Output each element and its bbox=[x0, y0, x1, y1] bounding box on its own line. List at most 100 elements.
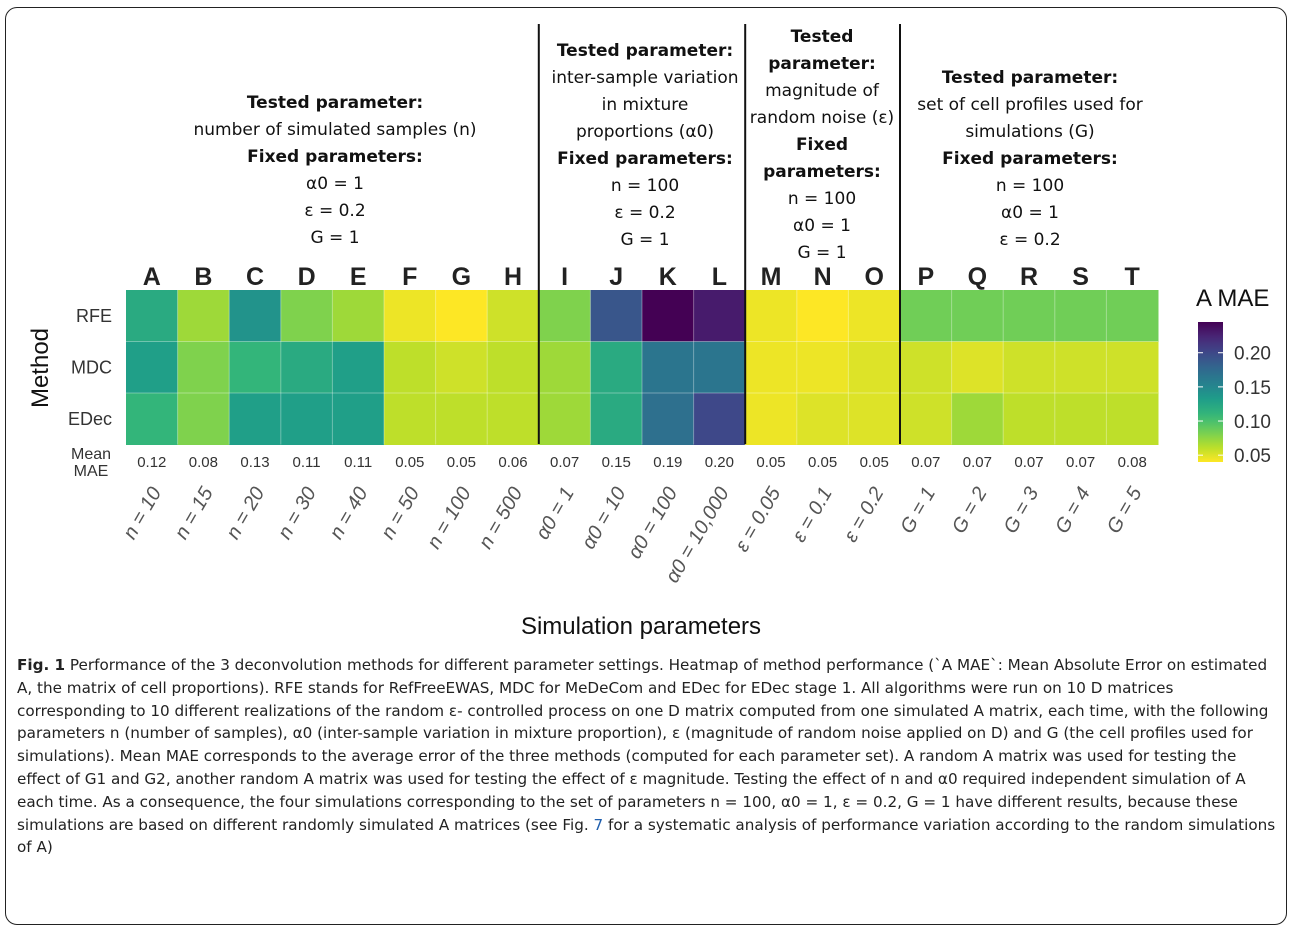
mean-mae-value: 0.15 bbox=[602, 454, 631, 471]
header-line: magnitude of bbox=[765, 81, 879, 101]
mean-mae-value: 0.12 bbox=[137, 454, 166, 471]
group-header-epsilon: Tested parameter: magnitude of random noise… bbox=[742, 24, 902, 267]
heatmap-cell bbox=[538, 393, 591, 445]
heatmap-cell bbox=[229, 290, 282, 342]
heatmap-cell bbox=[848, 341, 901, 394]
column-label: C bbox=[246, 263, 264, 291]
column-label: A bbox=[143, 263, 161, 291]
heatmap-cell bbox=[1054, 393, 1107, 445]
header-line: set of cell profiles used for bbox=[917, 95, 1143, 115]
column-label: D bbox=[298, 263, 316, 291]
header-line: in mixture bbox=[601, 95, 689, 115]
caption-text-part1: Performance of the 3 deconvolution metho… bbox=[17, 656, 1269, 834]
heatmap-cell bbox=[590, 341, 643, 394]
header-line: Fixed parameters: bbox=[942, 149, 1118, 169]
legend-tick-label: 0.05 bbox=[1234, 446, 1271, 467]
column-label: E bbox=[350, 263, 367, 291]
heatmap-cell bbox=[951, 341, 1004, 394]
mean-mae-values: 0.12 0.08 0.13 0.11 0.11 0.05 0.05 0.06 0.07 0.15… bbox=[137, 454, 1147, 471]
figure-caption: Fig. 1 Performance of the 3 deconvolutio… bbox=[17, 654, 1279, 859]
heatmap-cell bbox=[1003, 290, 1056, 342]
column-label: H bbox=[504, 263, 522, 291]
column-label: B bbox=[194, 263, 212, 291]
caption-figure-link[interactable]: 7 bbox=[593, 815, 604, 834]
mean-mae-value: 0.11 bbox=[344, 454, 372, 471]
header-line: parameter: bbox=[768, 54, 876, 74]
heatmap-cell bbox=[1003, 393, 1056, 445]
column-label: I bbox=[561, 263, 568, 291]
heatmap-cell bbox=[796, 341, 849, 394]
heatmap-cell bbox=[177, 290, 230, 342]
heatmap-cell bbox=[435, 393, 488, 445]
row-label: EDec bbox=[68, 409, 112, 429]
heatmap-cell bbox=[538, 290, 591, 342]
parameter-label: G = 2 bbox=[948, 484, 992, 538]
heatmap-cell bbox=[1054, 341, 1107, 394]
heatmap-cell bbox=[332, 341, 385, 394]
heatmap-cell bbox=[951, 290, 1004, 342]
heatmap-cell bbox=[177, 341, 230, 394]
heatmap-cell bbox=[435, 290, 488, 342]
heatmap-cell bbox=[590, 290, 643, 342]
heatmap-cell bbox=[1106, 393, 1159, 445]
parameter-label: n = 50 bbox=[377, 484, 424, 544]
column-label: G bbox=[452, 263, 471, 291]
group-header-n: Tested parameter: number of simulated sam… bbox=[155, 90, 515, 252]
heatmap-cell bbox=[796, 290, 849, 342]
figure-frame bbox=[5, 7, 1287, 925]
header-line: n = 100 bbox=[610, 176, 680, 196]
row-label: RFE bbox=[76, 306, 112, 326]
header-line: Tested parameter: bbox=[941, 68, 1119, 88]
parameter-label: n = 100 bbox=[423, 484, 476, 553]
parameter-label: n = 10 bbox=[119, 484, 166, 544]
group-separators bbox=[537, 24, 901, 444]
mean-mae-value: 0.08 bbox=[1118, 454, 1147, 471]
x-axis-title: Simulation parameters bbox=[521, 613, 761, 640]
mean-mae-value: 0.20 bbox=[705, 454, 734, 471]
parameter-label: ε = 0.1 bbox=[788, 484, 837, 546]
parameter-label: α0 = 10 bbox=[578, 484, 631, 554]
header-line: number of simulated samples (n) bbox=[193, 120, 477, 140]
mean-mae-value: 0.13 bbox=[240, 454, 269, 471]
mean-mae-label-line1: Mean bbox=[71, 446, 111, 463]
heatmap-cell bbox=[745, 290, 798, 342]
parameter-label: G = 4 bbox=[1051, 484, 1095, 538]
header-line: Fixed bbox=[795, 135, 849, 155]
cell-gridlines bbox=[126, 290, 1158, 445]
column-label: S bbox=[1072, 263, 1089, 291]
y-axis-title: Method bbox=[27, 328, 54, 408]
header-line: ε = 0.2 bbox=[304, 201, 366, 221]
heatmap-cell bbox=[332, 290, 385, 342]
group-header-g: Tested parameter: set of cell profiles us… bbox=[900, 65, 1160, 254]
legend-tick-label: 0.10 bbox=[1234, 412, 1271, 433]
mean-mae-value: 0.06 bbox=[498, 454, 527, 471]
heatmap-cell bbox=[1106, 341, 1159, 394]
header-line: n = 100 bbox=[787, 189, 857, 209]
mean-mae-value: 0.11 bbox=[293, 454, 321, 471]
parameter-label: α0 = 1 bbox=[532, 484, 579, 544]
column-label: O bbox=[864, 263, 883, 291]
heatmap-cell bbox=[1054, 290, 1107, 342]
header-line: proportions (α0) bbox=[575, 122, 715, 142]
mean-mae-value: 0.07 bbox=[1014, 454, 1043, 471]
caption-fig-label: Fig. 1 bbox=[17, 656, 66, 674]
mean-mae-value: 0.05 bbox=[808, 454, 837, 471]
heatmap-cell bbox=[229, 393, 282, 445]
mean-mae-value: 0.05 bbox=[395, 454, 424, 471]
heatmap-cell bbox=[693, 290, 746, 342]
header-line: Fixed parameters: bbox=[247, 147, 423, 167]
header-line: Tested parameter: bbox=[246, 93, 424, 113]
color-legend: A MAE 0.20 0.15 0.10 0.05 bbox=[1196, 285, 1271, 467]
heatmap-cell bbox=[693, 341, 746, 394]
mean-mae-value: 0.05 bbox=[447, 454, 476, 471]
mean-mae-value: 0.07 bbox=[550, 454, 579, 471]
heatmap-cell bbox=[487, 290, 540, 342]
parameter-label: ε = 0.05 bbox=[731, 483, 786, 556]
mean-mae-value: 0.08 bbox=[189, 454, 218, 471]
parameter-label: G = 1 bbox=[896, 484, 940, 538]
heatmap-cell bbox=[487, 393, 540, 445]
heatmap-cell bbox=[332, 393, 385, 445]
header-line: G = 1 bbox=[620, 230, 670, 250]
heatmap-cell bbox=[280, 341, 333, 394]
row-label: MDC bbox=[71, 357, 112, 377]
